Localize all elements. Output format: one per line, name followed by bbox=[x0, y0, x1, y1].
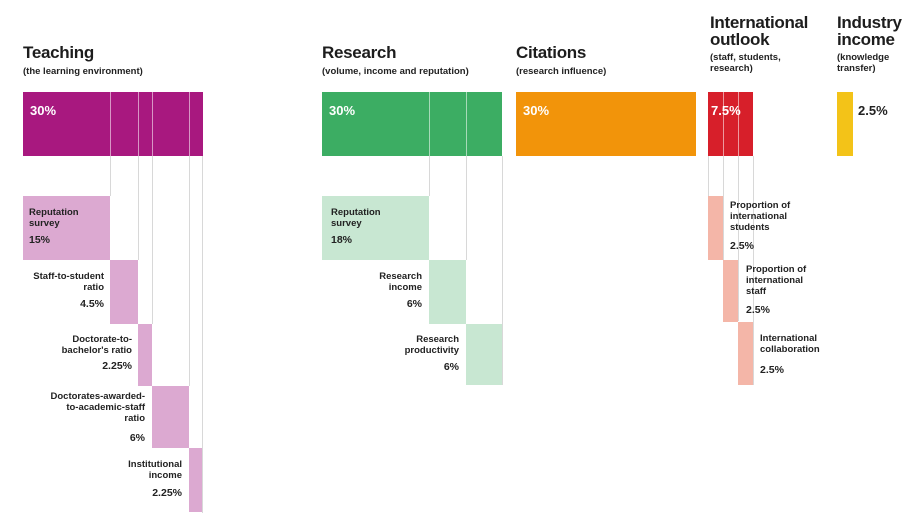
guide-line bbox=[202, 156, 203, 513]
staff-student-value: 4.5% bbox=[80, 298, 104, 310]
guide-line bbox=[723, 156, 724, 260]
research-productivity-value: 6% bbox=[443, 361, 459, 373]
segment-divider bbox=[466, 92, 467, 156]
intl-students-value: 2.5% bbox=[730, 240, 754, 252]
intl-collaboration-block bbox=[738, 322, 753, 385]
teaching-bar: 30% bbox=[23, 92, 203, 156]
intl-staff-block bbox=[723, 260, 738, 322]
intl-students-block bbox=[708, 196, 723, 260]
intl-collaboration-label: International collaboration bbox=[760, 333, 820, 355]
research-subtitle: (volume, income and reputation) bbox=[322, 66, 469, 77]
international-bar: 7.5% bbox=[708, 92, 753, 156]
staff-student-block bbox=[110, 260, 138, 324]
teaching-title: Teaching bbox=[23, 43, 94, 62]
research-income-block bbox=[429, 260, 466, 324]
guide-line bbox=[466, 156, 467, 260]
research-title: Research bbox=[322, 43, 397, 62]
segment-divider bbox=[738, 92, 739, 156]
segment-divider bbox=[110, 92, 111, 156]
guide-line bbox=[708, 156, 709, 196]
intl-collaboration-value: 2.5% bbox=[760, 364, 784, 376]
research-productivity-block bbox=[466, 324, 502, 385]
guide-line bbox=[429, 156, 430, 196]
teaching-reputation-label: Reputation survey bbox=[29, 207, 79, 229]
doctorates-staff-block bbox=[152, 386, 189, 448]
teaching-reputation-value: 15% bbox=[29, 234, 51, 246]
institutional-income-label: Institutional income bbox=[128, 459, 182, 481]
research-reputation-value: 18% bbox=[331, 234, 353, 246]
citations-subtitle: (research influence) bbox=[516, 66, 607, 77]
research-reputation-label: Reputation survey bbox=[331, 207, 381, 229]
research-bar: 30% bbox=[322, 92, 502, 156]
citations-percent: 30% bbox=[523, 103, 550, 118]
doctorate-bachelor-label: Doctorate-to- bachelor's ratio bbox=[61, 334, 132, 356]
guide-line bbox=[152, 156, 153, 324]
industry-percent: 2.5% bbox=[858, 103, 888, 118]
institutional-income-value: 2.25% bbox=[152, 487, 182, 499]
segment-divider bbox=[138, 92, 139, 156]
citations-bar: 30% bbox=[516, 92, 696, 156]
intl-staff-value: 2.5% bbox=[746, 304, 770, 316]
segment-divider bbox=[152, 92, 153, 156]
research-income-value: 6% bbox=[406, 298, 422, 310]
research-percent: 30% bbox=[329, 103, 356, 118]
segment-divider bbox=[429, 92, 430, 156]
guide-line bbox=[753, 156, 754, 385]
segment-divider bbox=[723, 92, 724, 156]
guide-line bbox=[138, 156, 139, 260]
segment-divider bbox=[189, 92, 190, 156]
intl-students-label: Proportion of international students bbox=[730, 200, 791, 233]
international-title: International outlook bbox=[710, 13, 809, 49]
guide-line bbox=[189, 156, 190, 386]
international-percent: 7.5% bbox=[711, 103, 741, 118]
guide-line bbox=[110, 156, 111, 196]
industry-bar bbox=[837, 92, 853, 156]
industry-subtitle: (knowledge transfer) bbox=[837, 52, 890, 74]
guide-line bbox=[502, 156, 503, 385]
intl-staff-label: Proportion of international staff bbox=[746, 264, 807, 297]
research-productivity-label: Research productivity bbox=[404, 334, 459, 356]
doctorate-bachelor-block bbox=[138, 324, 152, 386]
staff-student-label: Staff-to-student ratio bbox=[33, 271, 104, 293]
doctorate-bachelor-value: 2.25% bbox=[102, 360, 132, 372]
international-subtitle: (staff, students, research) bbox=[710, 52, 781, 74]
teaching-reputation-block bbox=[23, 196, 110, 260]
industry-title: Industry income bbox=[837, 13, 902, 49]
citations-title: Citations bbox=[516, 43, 587, 62]
research-reputation-block bbox=[322, 196, 429, 260]
research-income-label: Research income bbox=[379, 271, 422, 293]
teaching-subtitle: (the learning environment) bbox=[23, 66, 143, 77]
doctorates-staff-label: Doctorates-awarded- to-academic-staff ra… bbox=[50, 391, 146, 424]
institutional-income-block bbox=[189, 448, 202, 512]
teaching-percent: 30% bbox=[30, 103, 57, 118]
guide-line bbox=[738, 156, 739, 321]
doctorates-staff-value: 6% bbox=[129, 432, 145, 444]
